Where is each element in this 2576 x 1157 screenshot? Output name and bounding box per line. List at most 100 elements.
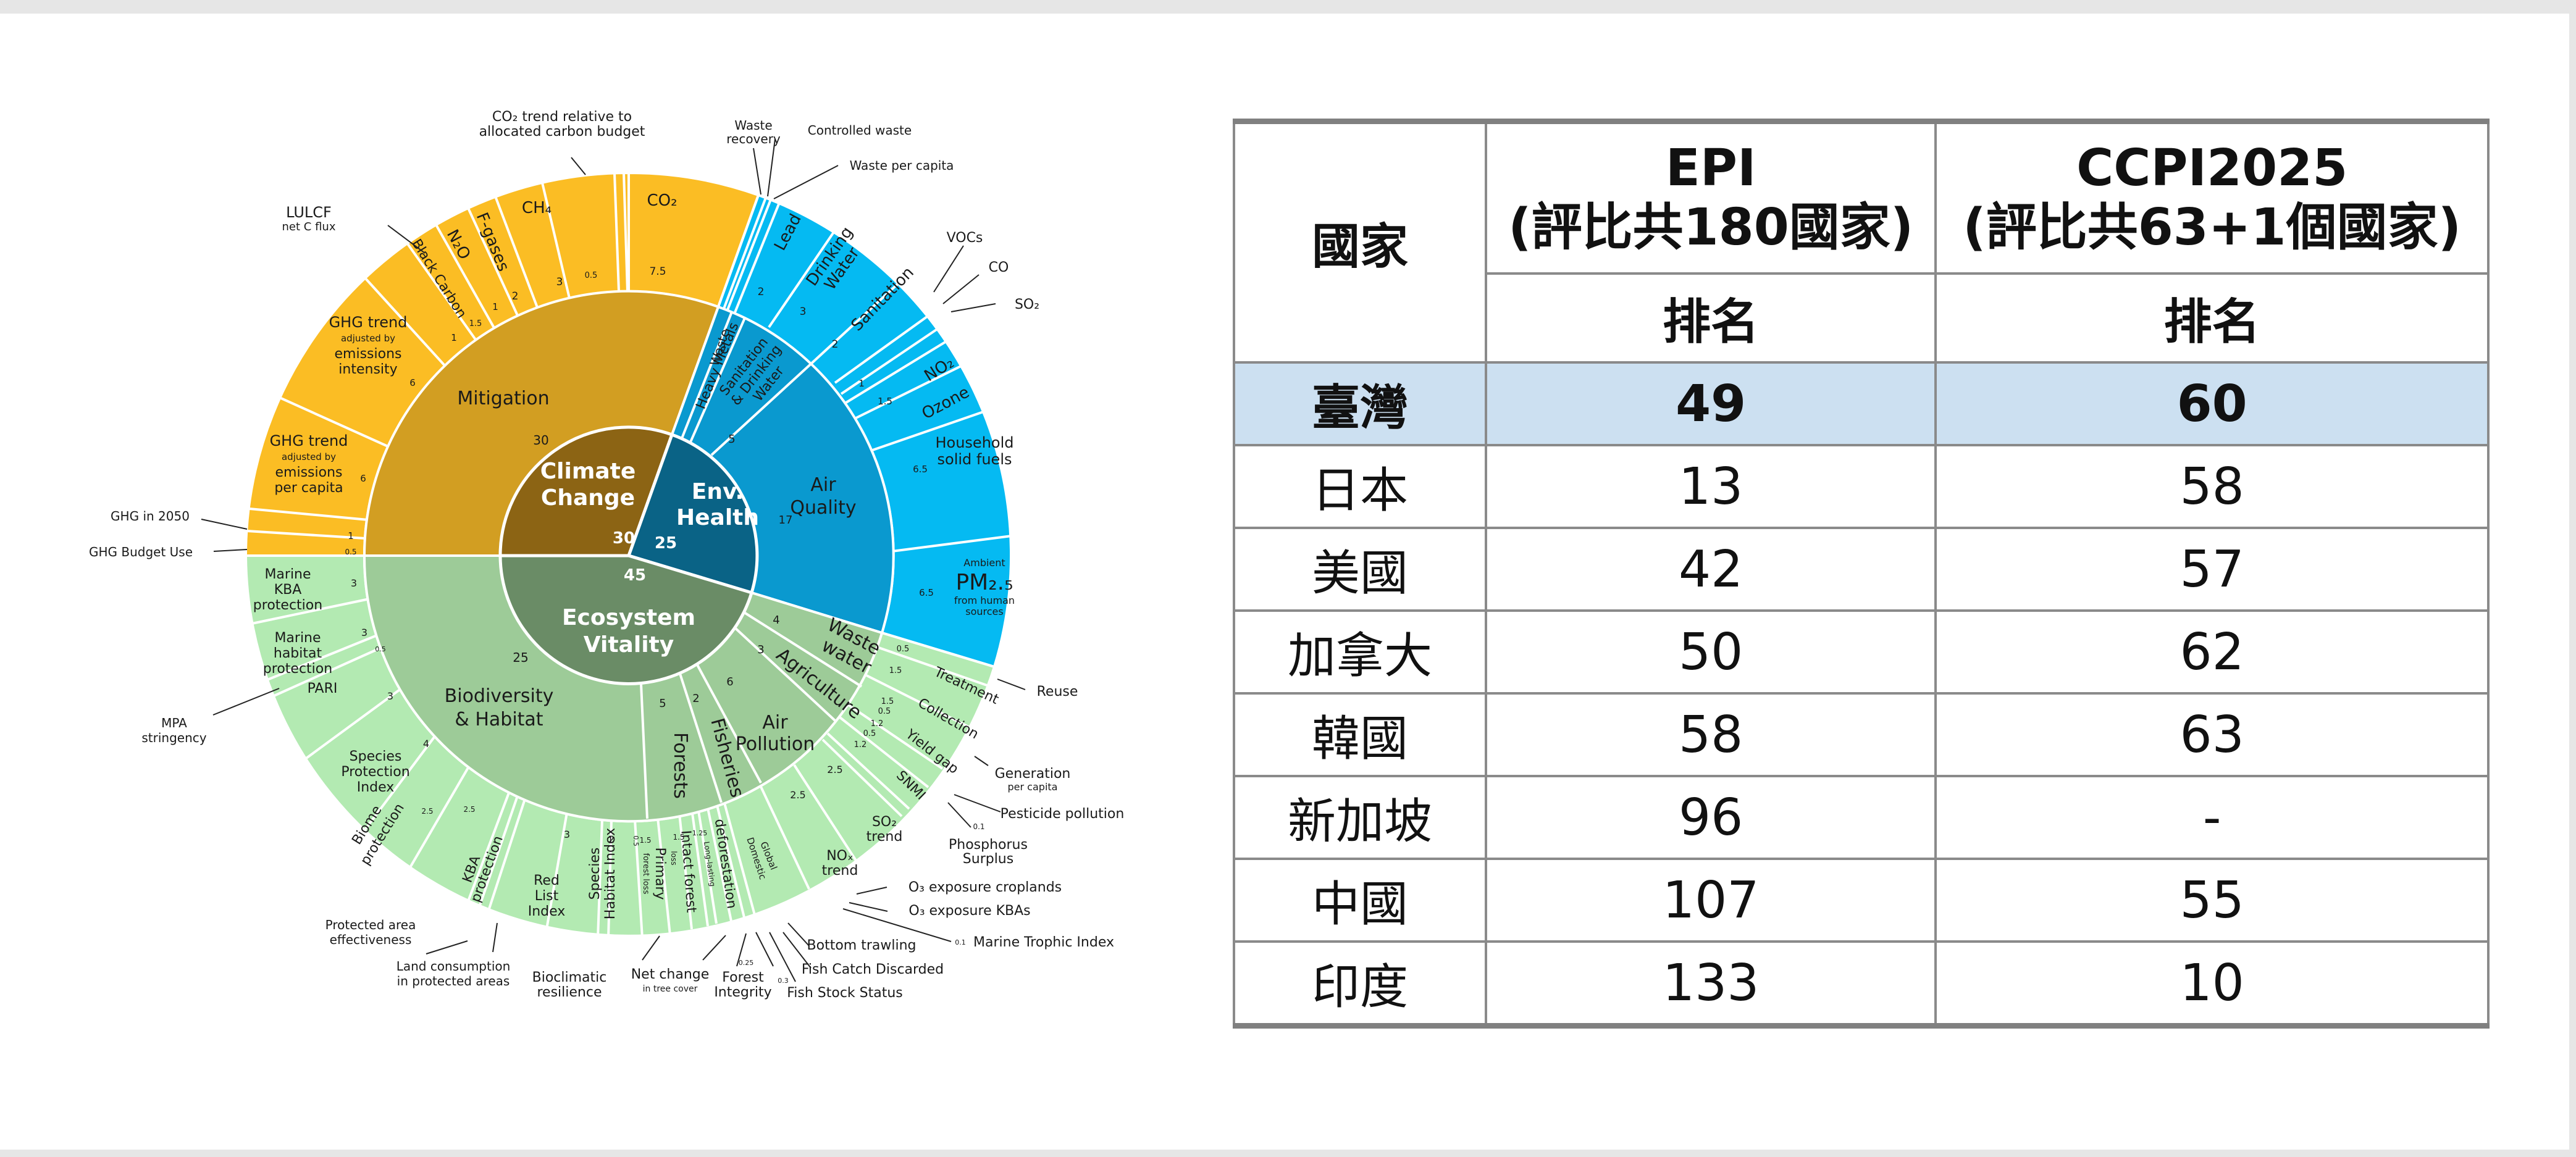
epi-rank-cell: 49	[1484, 361, 1937, 446]
mhp-label-1: Marine	[274, 630, 321, 646]
epi-rank-cell: 58	[1484, 692, 1937, 777]
eco-label-2: Vitality	[584, 632, 674, 658]
pesticide-weight: 0.5	[863, 729, 876, 738]
biome-weight: 2.5	[463, 805, 475, 814]
center-ring	[498, 425, 759, 685]
waste-percapita-callout: Waste per capita	[850, 158, 954, 173]
pari-label: PARI	[308, 681, 338, 696]
pfl-label-2: forest loss	[641, 853, 650, 895]
ifl-label-2: loss	[669, 851, 678, 865]
co2-label: CO₂	[647, 191, 677, 210]
ghg-percapita-label-3: emissions	[275, 465, 343, 480]
table-row: 加拿大 50 62	[1233, 609, 2490, 695]
rli-label-3: Index	[528, 904, 566, 919]
co2-budget-weight: 0.5	[585, 271, 598, 280]
ghg-intensity-label-4: intensity	[338, 362, 397, 377]
co2-budget-callout-2: allocated carbon budget	[479, 124, 645, 140]
lld-weight: 1.25	[692, 829, 708, 837]
country-cell: 韓國	[1233, 692, 1487, 777]
ghg-percapita-label-4: per capita	[274, 480, 343, 496]
table-row: 韓國 58 63	[1233, 692, 2490, 777]
header-epi-sub: (評比共180國家)	[1508, 198, 1914, 257]
pm25-label-4: sources	[965, 606, 1003, 617]
country-cell: 加拿大	[1233, 609, 1487, 695]
ghg-intensity-weight: 6	[409, 377, 416, 388]
bcr-weight: 0.5	[632, 835, 640, 846]
climate-label-2: Change	[541, 485, 635, 511]
mpa-weight: 0.5	[375, 645, 386, 653]
fgases-weight: 2	[512, 290, 519, 303]
pfl-label-1: Primary	[652, 847, 668, 900]
generation-weight: 0.5	[878, 707, 891, 716]
bcr-callout-1: Bioclimatic	[532, 970, 607, 985]
header-ccpi-rank: 排名	[1934, 272, 2490, 364]
pfl-weight: 1.5	[639, 836, 651, 845]
waste-recovery-callout-1: Waste	[734, 118, 772, 133]
mkba-label-3: protection	[253, 598, 322, 613]
fcd-callout: Fish Catch Discarded	[802, 962, 944, 977]
household-fuels-label-1: Household	[935, 434, 1013, 451]
rli-label-2: List	[535, 888, 559, 904]
lulcf-callout-1: LULCF	[286, 204, 332, 221]
fisheries-weight: 2	[692, 692, 699, 705]
ccpi-rank-cell: 55	[1934, 858, 2490, 943]
rli-label-1: Red	[534, 873, 560, 888]
ghg-intensity-label-2: adjusted by	[341, 333, 395, 344]
ozone-weight: 1.5	[878, 396, 892, 407]
generation-callout-1: Generation	[995, 766, 1071, 782]
co2-weight: 7.5	[649, 265, 666, 278]
fi-weight: 0.25	[739, 959, 754, 967]
snmi-weight: 1.2	[854, 740, 867, 750]
so2-trend-weight: 2.5	[827, 764, 842, 775]
ccpi-rank-cell: 57	[1934, 527, 2490, 612]
mpa-callout-2: stringency	[141, 730, 206, 745]
bottom-trawling-callout: Bottom trawling	[807, 938, 917, 953]
spi-label-1: Species	[350, 749, 402, 764]
biodiversity-label-1: Biodiversity	[445, 685, 554, 707]
co-callout: CO	[989, 260, 1009, 275]
ecosystem-vitality-segment[interactable]	[498, 554, 754, 685]
table-row: 美國 42 57	[1233, 527, 2490, 612]
lulcf-weight: 1	[451, 332, 457, 343]
household-fuels-weight: 6.5	[913, 464, 928, 475]
country-cell: 臺灣	[1233, 361, 1487, 446]
ghgbudget-weight: 0.5	[345, 548, 356, 556]
table-row: 中國 107 55	[1233, 858, 2490, 943]
ccpi-rank-cell: 62	[1934, 609, 2490, 695]
header-ccpi-sub: (評比共63+1個國家)	[1963, 198, 2462, 257]
lead-weight: 2	[758, 286, 765, 298]
reuse-weight: 0.5	[897, 645, 910, 654]
header-epi: EPI (評比共180國家)	[1484, 119, 1937, 275]
country-cell: 美國	[1233, 527, 1487, 612]
bcr-callout-2: resilience	[537, 985, 602, 1000]
epi-rank-cell: 107	[1484, 858, 1937, 943]
ghg2050-callout: GHG in 2050	[111, 509, 190, 524]
air-quality-label-2: Quality	[790, 497, 856, 519]
ccpi-rank-cell: 60	[1934, 361, 2490, 446]
sanitation-weight: 2	[832, 338, 839, 351]
climate-change-segment[interactable]	[498, 425, 674, 558]
ccpi-rank-cell: -	[1934, 775, 2490, 860]
n2o-weight: 1	[492, 301, 498, 312]
shi-weight: 2	[608, 833, 615, 845]
controlled-waste-callout: Controlled waste	[808, 123, 912, 138]
shi-label-1: Species	[587, 848, 603, 900]
no2-weight: 1	[858, 378, 865, 389]
so2-trend-label-2: trend	[866, 829, 903, 845]
rli-weight: 3	[564, 829, 570, 840]
nox-trend-label-1: NOₓ	[826, 848, 854, 864]
waste-recovery-callout-2: recovery	[726, 132, 781, 146]
air-quality-weight: 17	[779, 514, 793, 527]
outer-dividers	[246, 173, 1012, 939]
air-pollution-label-1: Air	[762, 712, 788, 733]
country-cell: 印度	[1233, 940, 1487, 1029]
ccpi-rank-cell: 58	[1934, 444, 2490, 529]
env-health-segment[interactable]	[626, 432, 759, 595]
fss-weight: 0.3	[778, 977, 789, 985]
drinking-water-weight: 3	[800, 306, 807, 318]
mkba-label-1: Marine	[264, 567, 311, 582]
mti-callout: Marine Trophic Index	[973, 935, 1114, 950]
nox-trend-label-2: trend	[822, 863, 858, 879]
forests-weight: 5	[659, 697, 666, 710]
fss-callout: Fish Stock Status	[787, 985, 903, 1001]
